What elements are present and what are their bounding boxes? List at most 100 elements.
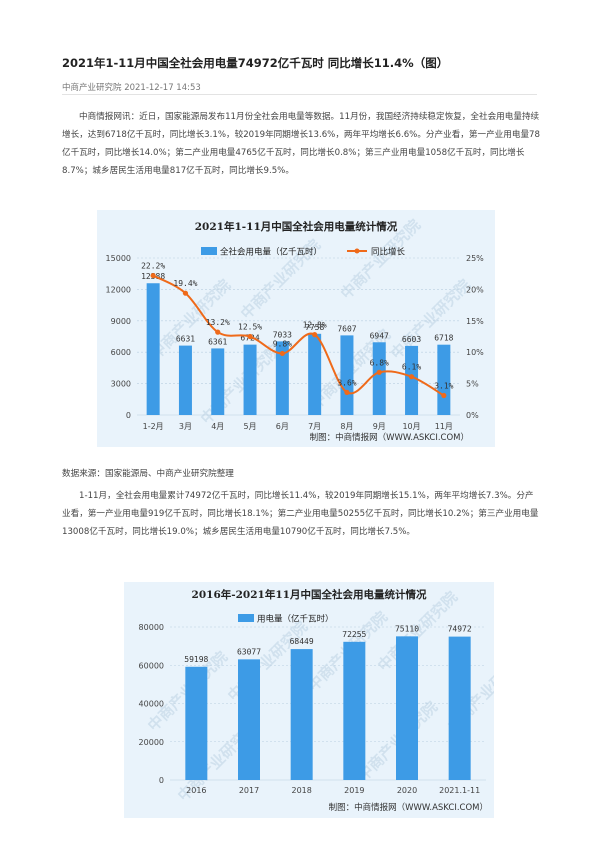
paragraph-intro: 中商情报网讯：近日，国家能源局发布11月份全社会用电量等数据。11月份，我国经济… [62,112,540,176]
legend-swatch-consumption [201,247,217,255]
x-tick-label: 3月 [179,422,192,431]
line-point-growth [279,350,285,357]
y-right-tick-label: 5% [466,380,479,389]
line-point-growth [408,374,415,380]
line-point-growth [182,290,189,296]
line-point-growth [247,333,253,340]
x-tick-label: 10月 [402,422,420,431]
bar-value-label: 6603 [402,335,421,344]
bar-consumption [372,342,386,415]
bar-value-label: 7033 [273,330,292,339]
x-tick-label: 6月 [276,422,289,431]
bar-value-label: 72255 [342,630,366,639]
x-tick-label: 5月 [244,422,257,431]
x-tick-label: 2016 [186,786,206,795]
bar-annual-consumption [343,641,366,780]
x-tick-label: 2017 [239,786,259,795]
line-value-label: 3.1% [434,382,453,391]
bar-value-label: 7607 [337,324,356,333]
legend-label-growth: 同比增长 [371,247,406,258]
bar-value-label: 6361 [208,337,227,346]
x-tick-label: 2021.1-11 [439,786,480,795]
y-right-tick-label: 0% [466,411,479,420]
bar-annual-consumption [185,666,208,780]
monthly-chart-svg: 中商产业研究院中商产业研究院中商产业研究院中商产业研究院中商产业研究院中商产业研… [106,216,485,443]
line-value-label: 22.2% [141,262,165,271]
line-point-growth [215,329,221,335]
x-tick-label: 1-2月 [143,422,164,431]
line-point-growth [441,392,447,399]
bar-consumption [178,345,192,415]
bar-value-label: 6947 [370,331,389,340]
y-left-tick-label: 12000 [106,285,131,294]
line-point-growth [150,272,156,279]
line-value-label: 13.2% [206,318,230,327]
legend-label-consumption: 用电量（亿千瓦时） [257,614,334,625]
line-value-label: 12.5% [238,323,262,332]
bar-consumption [437,344,451,415]
bar-value-label: 7758 [305,323,324,332]
y-tick-label: 60000 [139,661,164,670]
watermark-text: 中商产业研究院 [387,276,474,363]
line-value-label: 6.1% [402,363,421,372]
line-value-label: 6.8% [370,358,389,367]
bar-consumption [405,345,419,415]
bar-consumption [275,341,289,415]
y-tick-label: 40000 [139,700,164,709]
y-tick-label: 80000 [139,623,164,632]
chart-title: 2016年-2021年11月中国全社会用电量统计情况 [192,588,427,601]
chart-monthly-consumption: 中商产业研究院中商产业研究院中商产业研究院中商产业研究院中商产业研究院中商产业研… [97,210,495,447]
bar-consumption [340,335,354,415]
bar-value-label: 59198 [184,655,208,664]
line-value-label: 12.8% [303,321,327,330]
bar-value-label: 63077 [237,647,261,656]
x-tick-label: 11月 [435,422,453,431]
bar-value-label: 75110 [395,624,419,633]
y-left-tick-label: 15000 [106,254,131,263]
annual-chart-svg: 中商产业研究院中商产业研究院中商产业研究院中商产业研究院中商产业研究院中商产业研… [139,588,494,813]
y-right-tick-label: 25% [466,254,484,263]
y-right-tick-label: 15% [466,317,484,326]
divider [62,94,537,95]
line-growth [152,274,445,397]
line-value-label: 3.6% [337,378,356,387]
legend-label-consumption: 全社会用电量（亿千瓦时） [220,247,322,258]
bar-annual-consumption [396,636,418,780]
article-meta: 中商产业研究院 2021-12-17 14:53 [62,83,201,93]
y-tick-label: 0 [159,776,164,785]
chart-credit: 制图：中商情报网（WWW.ASKCI.COM） [310,432,469,443]
bar-annual-consumption [238,659,260,780]
line-point-growth [312,332,318,338]
chart-credit: 制图：中商情报网（WWW.ASKCI.COM） [329,802,488,813]
legend-marker-growth [354,248,360,254]
bar-value-label: 6631 [176,335,195,344]
x-tick-label: 2018 [291,786,311,795]
y-left-tick-label: 3000 [111,380,131,389]
bar-consumption [211,348,225,415]
chart-annual-consumption: 中商产业研究院中商产业研究院中商产业研究院中商产业研究院中商产业研究院中商产业研… [124,582,494,818]
bar-value-label: 6718 [434,334,453,343]
chart-title: 2021年1-11月中国全社会用电量统计情况 [195,220,398,233]
bar-consumption [308,333,322,415]
x-tick-label: 9月 [373,422,386,431]
paragraph-cumulative: 1-11月，全社会用电量累计74972亿千瓦时，同比增长11.4%，较2019年… [62,491,539,537]
data-source: 数据来源：国家能源局、中商产业研究院整理 [62,469,234,479]
x-tick-label: 8月 [340,422,353,431]
line-value-label: 19.4% [173,279,197,288]
x-tick-label: 7月 [308,422,321,431]
legend-swatch-consumption [238,614,254,622]
bar-value-label: 74972 [448,625,472,634]
bar-value-label: 68449 [290,637,314,646]
x-tick-label: 2019 [344,786,364,795]
y-tick-label: 20000 [139,738,164,747]
x-tick-label: 4月 [211,422,224,431]
bar-annual-consumption [290,649,313,780]
line-value-label: 9.8% [273,339,292,348]
line-point-growth [376,369,382,375]
y-left-tick-label: 9000 [111,317,131,326]
y-left-tick-label: 6000 [111,348,131,357]
y-right-tick-label: 20% [466,285,484,294]
bar-consumption [243,344,257,415]
bar-consumption [146,283,160,415]
y-right-tick-label: 10% [466,348,484,357]
